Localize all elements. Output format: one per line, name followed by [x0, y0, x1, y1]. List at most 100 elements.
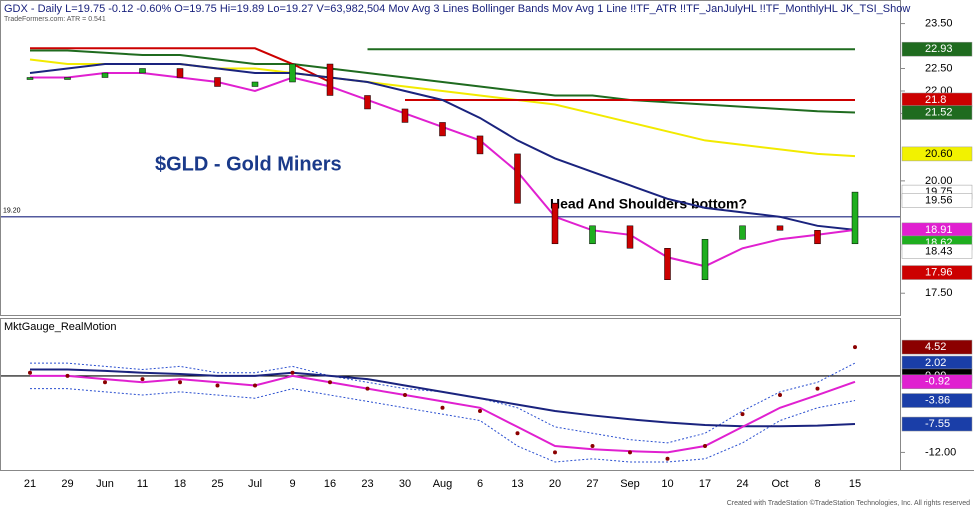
- x-tick-label: 16: [324, 478, 336, 490]
- dot: [178, 380, 182, 385]
- x-tick-label: 11: [137, 478, 148, 490]
- y-tick-label: 22.50: [925, 62, 953, 74]
- dot: [553, 450, 557, 455]
- value-badge: [901, 265, 973, 280]
- x-tick-label: Jun: [96, 478, 114, 490]
- value-badge: [901, 105, 973, 120]
- x-tick-label: 15: [849, 478, 861, 490]
- dot: [65, 373, 70, 378]
- x-tick-label: 24: [736, 478, 748, 490]
- annotation: Head And Shoulders bottom?: [550, 196, 747, 212]
- watermark: TradeFormers.com: ATR = 0.541: [4, 16, 106, 23]
- dot: [440, 405, 445, 410]
- dot: [853, 345, 857, 350]
- candle: [626, 225, 634, 249]
- header: GDX - Daily L=19.75 -0.12 -0.60% O=19.75…: [4, 3, 910, 15]
- candle: [664, 248, 671, 280]
- candle: [326, 63, 334, 96]
- value-badge-label: 4.52: [925, 341, 946, 353]
- dot: [140, 377, 145, 382]
- panel-title: MktGauge_RealMotion: [4, 321, 117, 333]
- value-badge-label: 19.56: [925, 195, 953, 207]
- x-tick-label: 25: [211, 478, 223, 490]
- dot: [478, 408, 482, 413]
- x-tick-label: Sep: [620, 478, 640, 490]
- candle: [701, 239, 709, 280]
- candle: [814, 230, 821, 245]
- y-tick-label: 20.00: [925, 175, 953, 187]
- dot: [590, 444, 595, 449]
- value-badge-label: 21.8: [925, 94, 946, 106]
- value-badge: [901, 416, 973, 432]
- x-tick-label: 8: [814, 478, 820, 490]
- footer: Created with TradeStation ©TradeStation …: [727, 499, 970, 507]
- x-tick-label: 29: [61, 478, 73, 490]
- value-badge: [901, 193, 973, 208]
- value-badge-label: -0.92: [925, 376, 950, 388]
- value-badge-label: -7.55: [925, 418, 950, 430]
- x-tick-label: 18: [174, 478, 186, 490]
- dot: [703, 444, 707, 449]
- dot: [215, 383, 220, 388]
- x-tick-label: 27: [586, 478, 598, 490]
- candle: [101, 72, 109, 78]
- candle: [476, 135, 484, 155]
- series-line: [30, 47, 855, 101]
- x-tick-label: 13: [511, 478, 523, 490]
- candle: [851, 191, 859, 245]
- series-line: [30, 374, 856, 454]
- dot: [740, 412, 745, 417]
- dot: [628, 450, 632, 455]
- x-tick-label: Oct: [771, 478, 788, 490]
- x-tick-label: 21: [24, 478, 36, 490]
- annotation: $GLD - Gold Miners: [155, 153, 342, 175]
- x-tick-label: 10: [661, 478, 673, 490]
- value-badge-label: 18.91: [925, 224, 953, 236]
- value-badge: [901, 393, 973, 408]
- value-badge-label: 2.02: [925, 357, 946, 369]
- series-line: [30, 388, 856, 463]
- candle: [289, 63, 296, 83]
- x-tick-label: 30: [399, 478, 411, 490]
- dot: [253, 383, 257, 388]
- candle: [214, 77, 221, 87]
- x-tick-label: 20: [549, 478, 561, 490]
- dot: [515, 431, 520, 436]
- candle: [439, 122, 446, 137]
- series-line: [29, 63, 856, 231]
- candle: [251, 81, 259, 87]
- x-tick-label: 9: [289, 478, 295, 490]
- series-line: [30, 368, 856, 428]
- dot: [328, 380, 332, 385]
- dot: [403, 393, 407, 398]
- candle: [139, 68, 146, 74]
- x-tick-label: Aug: [433, 478, 453, 490]
- candle: [64, 77, 71, 80]
- dot: [665, 456, 670, 461]
- candle: [401, 108, 409, 123]
- value-badge: [901, 339, 973, 355]
- candle: [514, 153, 521, 204]
- x-tick-label: 17: [699, 478, 711, 490]
- value-badge: [901, 374, 973, 390]
- dot: [290, 370, 295, 375]
- candle: [364, 95, 371, 110]
- reference-label: 19.20: [3, 208, 21, 215]
- x-tick-label: 23: [361, 478, 373, 490]
- y-tick-label: 23.50: [925, 17, 953, 29]
- x-tick-label: 6: [477, 478, 483, 490]
- value-badge: [901, 41, 973, 57]
- dot: [365, 386, 370, 391]
- value-badge: [901, 146, 973, 162]
- value-badge: [901, 244, 973, 259]
- x-tick-label: Jul: [248, 478, 262, 490]
- series-line: [30, 49, 856, 114]
- candle: [589, 225, 596, 245]
- value-badge-label: 20.60: [925, 148, 953, 160]
- dot: [778, 393, 782, 398]
- candle: [551, 203, 559, 245]
- value-badge-label: 17.96: [925, 266, 953, 278]
- y-tick-label: -12.00: [925, 446, 956, 458]
